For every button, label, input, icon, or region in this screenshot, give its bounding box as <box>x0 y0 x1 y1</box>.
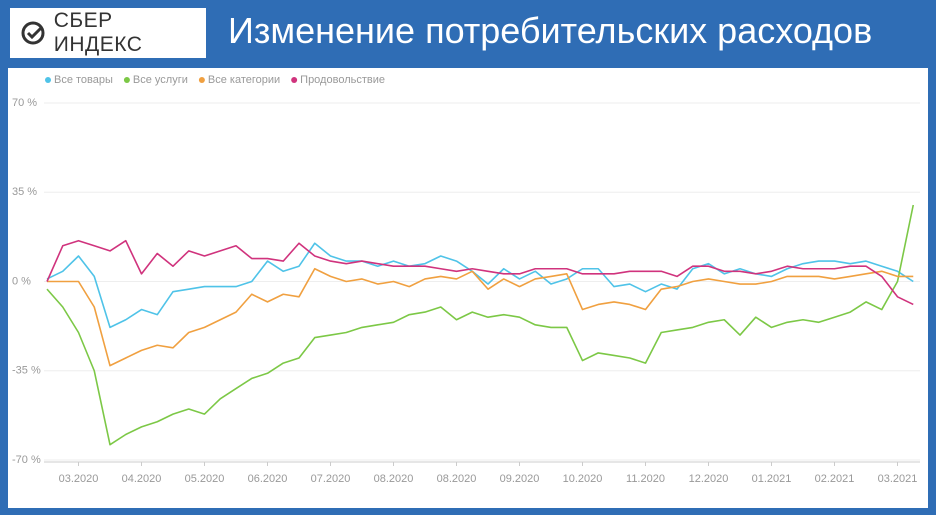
logo: СБЕР ИНДЕКС <box>10 8 206 58</box>
x-tick-label: 09.2020 <box>500 473 540 485</box>
x-tick-label: 08.2020 <box>437 473 477 485</box>
x-tick-label: 07.2020 <box>311 473 351 485</box>
legend-label: Все товары <box>54 74 113 86</box>
y-tick-label: 35 % <box>12 186 37 198</box>
x-tick-label: 06.2020 <box>248 473 288 485</box>
y-tick-label: -70 % <box>12 454 41 466</box>
chart: 70 % 35 % 0 % -35 % -70 % 03.2020 04.2020 05.20… <box>8 68 928 508</box>
x-tick-label: 11.2020 <box>626 473 665 485</box>
y-tick-label: 70 % <box>12 97 37 109</box>
line-series <box>46 242 914 329</box>
legend-marker <box>291 77 298 83</box>
logo-text: СБЕР ИНДЕКС <box>53 9 143 56</box>
line-series <box>46 239 914 306</box>
x-tick-label: 03.2021 <box>878 473 918 485</box>
legend-label: Все категории <box>208 74 280 86</box>
x-tick-label: 05.2020 <box>185 473 225 485</box>
logo-icon <box>21 21 45 45</box>
chart-background <box>8 68 928 508</box>
legend-label: Продовольствие <box>300 74 385 86</box>
line-series <box>47 267 914 367</box>
line-series <box>46 204 915 446</box>
legend-label: Все услуги <box>133 74 188 86</box>
legend-marker <box>123 77 130 83</box>
x-tick-label: 01.2021 <box>752 473 792 485</box>
y-tick-label: 0 % <box>12 275 31 287</box>
legend-marker <box>45 77 51 83</box>
x-tick-label: 12.2020 <box>689 473 729 485</box>
x-tick-label: 10.2020 <box>563 473 603 485</box>
x-tick-label: 03.2020 <box>59 473 99 485</box>
x-tick-label: 08.2020 <box>374 473 414 485</box>
chart-title: Изменение потребительских расходов <box>228 10 873 51</box>
x-tick-label: 04.2020 <box>122 473 162 485</box>
legend-marker <box>198 77 205 83</box>
x-tick-label: 02.2021 <box>815 473 855 485</box>
y-tick-label: -35 % <box>12 365 41 377</box>
